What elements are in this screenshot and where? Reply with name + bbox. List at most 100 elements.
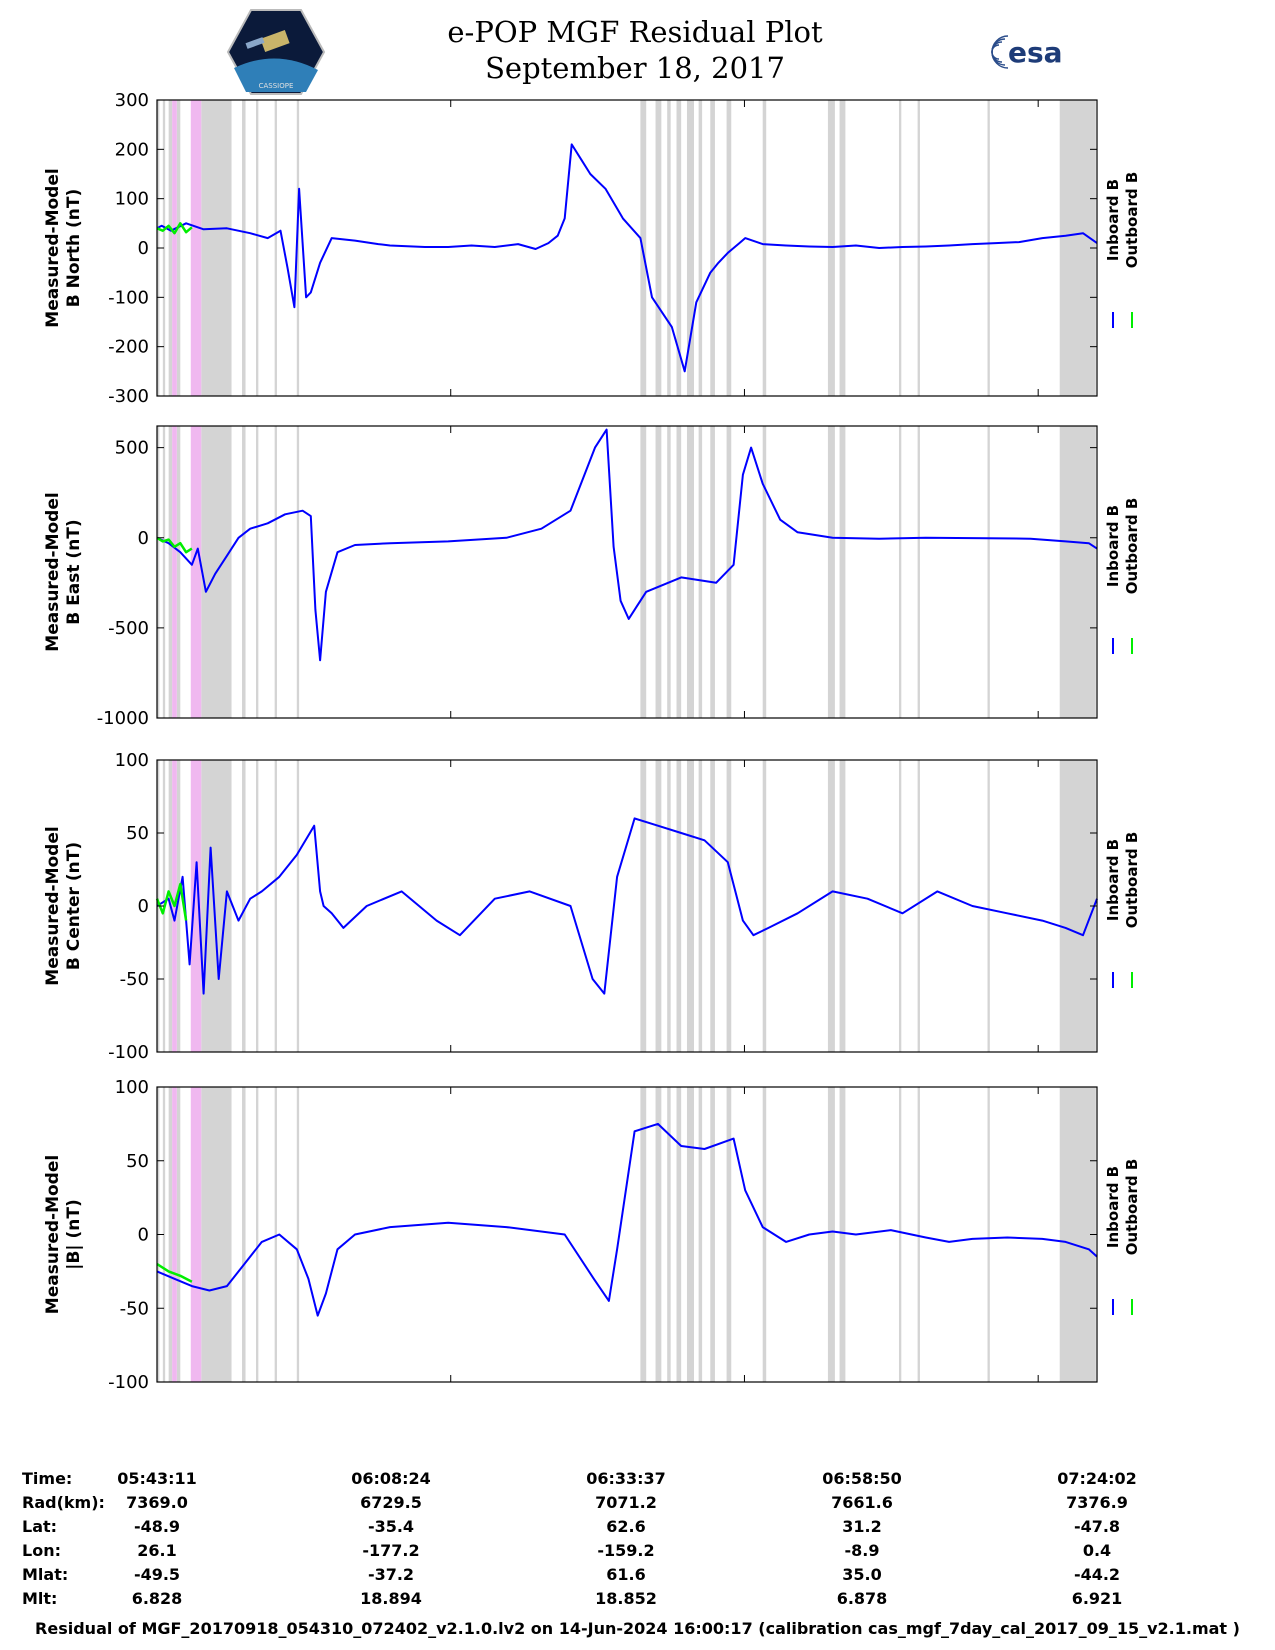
ephemeris-cell: -159.2 [597,1541,655,1560]
mask-band [1059,760,1096,1052]
mask-band [987,760,990,1052]
mask-band [655,100,662,396]
ephemeris-cell: 7369.0 [126,1493,188,1512]
ephemeris-cell: 06:08:24 [351,1469,431,1488]
mask-band [710,1087,715,1382]
mask-band [201,1087,232,1382]
mask-band [667,100,671,396]
y-axis-label: Measured-ModelB Center (nT) [43,826,84,985]
y-axis-label-line1: Measured-Model [43,168,63,327]
mask-band [839,100,846,396]
mask-band [898,426,902,718]
y-axis-label-line1: Measured-Model [43,826,63,985]
ephemeris-cell: 6729.5 [360,1493,422,1512]
mask-band [667,1087,671,1382]
y-tick-label: -1000 [97,708,149,729]
mask-band [987,1087,990,1382]
mask-band [256,1087,259,1382]
y-tick-label: 0 [138,896,149,917]
row-label-mlt: Mlt: [22,1589,58,1608]
mask-band [296,760,300,1052]
mask-band [242,426,246,718]
mask-band [987,100,990,396]
ephemeris-cell: 18.894 [360,1589,422,1608]
ephemeris-cell: -8.9 [844,1541,880,1560]
mask-band [726,1087,732,1382]
mask-band-pink [172,1087,177,1382]
y-tick-label: 0 [138,1225,149,1246]
ephemeris-cell: 06:58:50 [822,1469,902,1488]
ephemeris-cell: 62.6 [606,1517,646,1536]
mask-band [1059,100,1096,396]
ephemeris-cell: -47.8 [1073,1517,1121,1536]
panel-4: 100 50 0 -50 -100 Measured-Model|B| (nT) Inboa… [43,1077,1141,1393]
plot-title-line2: September 18, 2017 [485,51,785,85]
row-label-rad: Rad(km): [22,1493,105,1512]
y-axis-label-line1: Measured-Model [43,492,63,651]
y-axis-label-line2: B Center (nT) [64,842,84,970]
y-tick-label: -100 [108,1372,149,1393]
inboard-series-line [156,428,1098,662]
outboard-series-line [156,222,193,235]
mask-band [686,760,694,1052]
y-tick-label: 0 [138,528,149,549]
mask-band-pink [172,426,177,718]
ephemeris-cell: -37.2 [367,1565,415,1584]
mask-band [274,1087,277,1382]
y-axis-label-line2: B North (nT) [64,189,84,308]
mask-band [176,1087,181,1382]
legend-inboard-label: Inboard B [1104,179,1122,261]
ephemeris-cell: -177.2 [362,1541,420,1560]
esa-logo-text: esa [1008,36,1063,69]
cassiope-logo: CASSIOPE [226,9,326,95]
y-axis-label: Measured-ModelB East (nT) [43,492,84,651]
mask-band [726,760,732,1052]
mask-band [676,760,682,1052]
mask-band [256,760,259,1052]
mask-band-pink [190,426,202,718]
ephemeris-cell: 06:33:37 [586,1469,666,1488]
mask-band [201,760,232,1052]
mask-band [827,426,835,718]
ephemeris-cell: 26.1 [137,1541,177,1560]
y-tick-label: 100 [115,1077,149,1098]
mask-band [676,426,682,718]
cassiope-logo-text: CASSIOPE [259,82,294,90]
mask-band [274,760,277,1052]
y-tick-label: -100 [108,1042,149,1063]
mask-band [168,426,173,718]
mask-band [242,760,246,1052]
mask-band [686,426,694,718]
mask-band [640,426,647,718]
mask-band [987,426,990,718]
panel-1: 300 200 100 0 -100 -200 -300 Measured-ModelB No… [43,90,1141,407]
legend-outboard-label: Outboard B [1123,498,1141,595]
mask-band [640,760,647,1052]
mask-band [655,1087,662,1382]
mask-band [726,100,732,396]
mask-band [762,426,767,718]
mask-band [640,1087,647,1382]
mask-band [1059,426,1096,718]
y-tick-label: 50 [126,823,149,844]
row-label-time: Time: [22,1469,73,1488]
y-tick-label: -100 [108,287,149,308]
mask-band [762,100,767,396]
mask-band [827,760,835,1052]
mask-band [898,1087,902,1382]
esa-logo: esa [991,35,1063,69]
mask-band [762,760,767,1052]
mask-band [710,100,715,396]
mask-band [168,100,173,396]
mask-band [676,1087,682,1382]
y-tick-label: 200 [115,139,149,160]
ephemeris-cell: 7376.9 [1066,1493,1128,1512]
mask-band [839,426,846,718]
y-tick-label: 0 [138,238,149,259]
y-tick-label: -200 [108,337,149,358]
mask-band [917,426,920,718]
ephemeris-cell: 18.852 [595,1589,657,1608]
ephemeris-cell: 7071.2 [595,1493,657,1512]
mask-band-pink [190,760,202,1052]
legend-inboard-label: Inboard B [1104,839,1122,921]
